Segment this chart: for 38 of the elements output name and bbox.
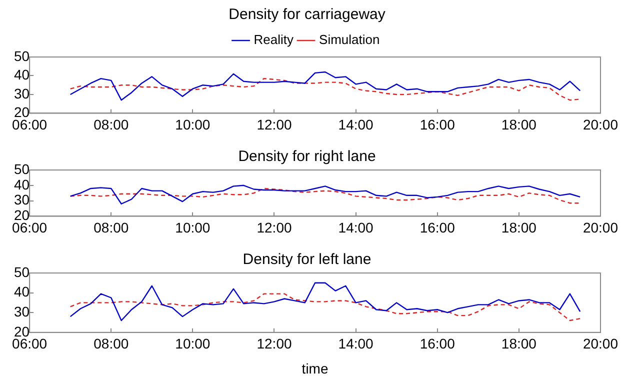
x-tick-label: 08:00 <box>94 336 129 352</box>
y-tick-label: 30 <box>14 303 30 320</box>
chart-title: Density for carriageway <box>228 6 386 24</box>
x-tick-label: 20:00 <box>582 336 618 352</box>
chart-title: Density for left lane <box>242 251 372 268</box>
legend-label: Simulation <box>319 32 380 48</box>
x-tick-label: 18:00 <box>501 219 537 236</box>
y-tick-label: 50 <box>14 264 30 280</box>
x-tick-label: 12:00 <box>256 219 292 236</box>
line-series <box>70 78 581 101</box>
x-tick-label: 14:00 <box>338 219 374 236</box>
chart-title: Density for right lane <box>238 148 376 166</box>
line-series <box>70 293 581 322</box>
y-tick-label: 40 <box>14 176 30 192</box>
x-tick-label: 20:00 <box>582 116 618 132</box>
x-tick-label: 10:00 <box>175 219 210 236</box>
x-tick-label: 16:00 <box>420 336 456 352</box>
y-tick-label: 30 <box>14 85 30 102</box>
x-tick-label: 08:00 <box>94 116 129 132</box>
y-tick-label: 50 <box>14 48 30 64</box>
x-tick-label: 16:00 <box>420 219 456 236</box>
x-tick-label: 18:00 <box>501 336 537 352</box>
x-tick-label: 12:00 <box>256 336 292 352</box>
x-tick-label: 14:00 <box>338 116 374 132</box>
x-tick-label: 14:00 <box>338 336 374 352</box>
y-tick-label: 40 <box>14 66 30 83</box>
y-tick-label: 30 <box>14 192 30 208</box>
x-tick-label: 16:00 <box>420 116 456 132</box>
x-tick-label: 12:00 <box>256 116 292 132</box>
x-axis-title: time <box>302 360 328 376</box>
x-tick-label: 08:00 <box>94 219 129 236</box>
legend-label: Reality <box>254 32 294 48</box>
x-tick-label: 10:00 <box>175 336 210 352</box>
y-tick-label: 40 <box>14 284 30 300</box>
x-tick-label: 18:00 <box>501 116 537 132</box>
x-tick-label: 10:00 <box>175 116 210 132</box>
x-tick-label: 20:00 <box>582 219 618 236</box>
y-tick-label: 50 <box>14 160 30 177</box>
